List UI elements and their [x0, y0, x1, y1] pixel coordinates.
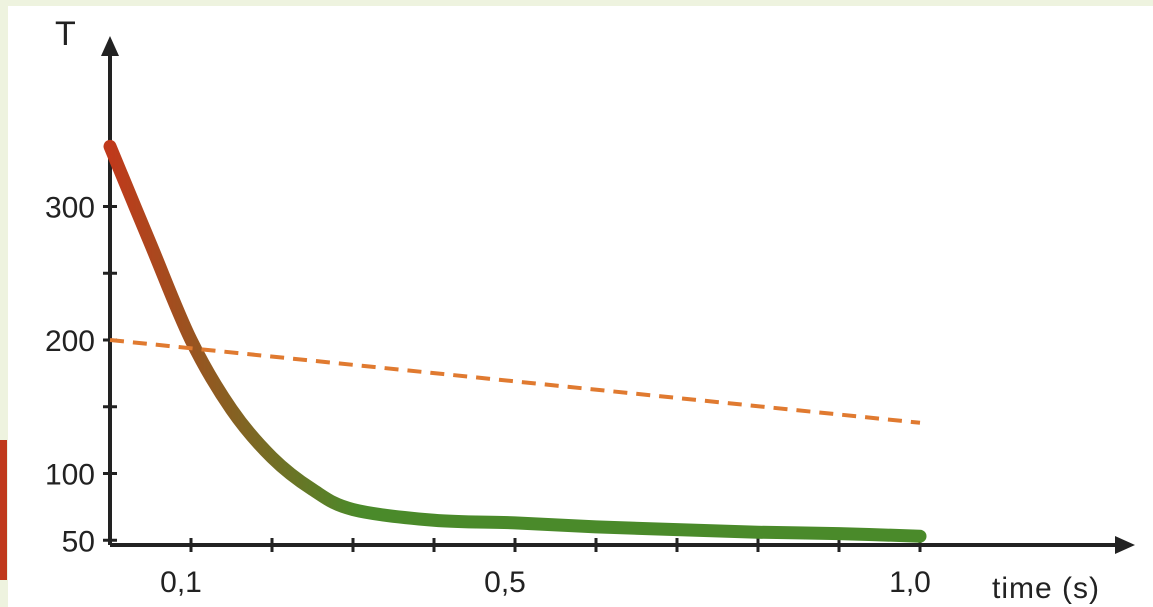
series-line-solid — [103, 139, 927, 543]
x-axis-title: time (s) — [992, 572, 1100, 605]
x-axis-arrow-icon — [1115, 536, 1135, 554]
series-line-dashed — [109, 338, 921, 425]
y-tick-label: 50 — [62, 525, 95, 558]
y-axis-arrow-icon — [101, 36, 119, 56]
slide-border-top — [0, 0, 1153, 6]
tick-labels: 0,1 0,5 1,0 50 100 200 300 — [45, 192, 931, 600]
x-tick-label: 0,5 — [484, 566, 526, 599]
y-tick-label: 200 — [45, 325, 95, 358]
slide-border-left — [0, 0, 8, 607]
y-tick-label: 100 — [45, 459, 95, 492]
y-tick-label: 300 — [45, 192, 95, 225]
slide-accent-bar — [0, 440, 7, 580]
y-axis-title: T — [55, 15, 76, 53]
x-tick-label: 0,1 — [160, 566, 202, 599]
x-tick-label: 1,0 — [889, 566, 931, 599]
series-layer — [103, 139, 927, 543]
axes — [101, 36, 1135, 554]
